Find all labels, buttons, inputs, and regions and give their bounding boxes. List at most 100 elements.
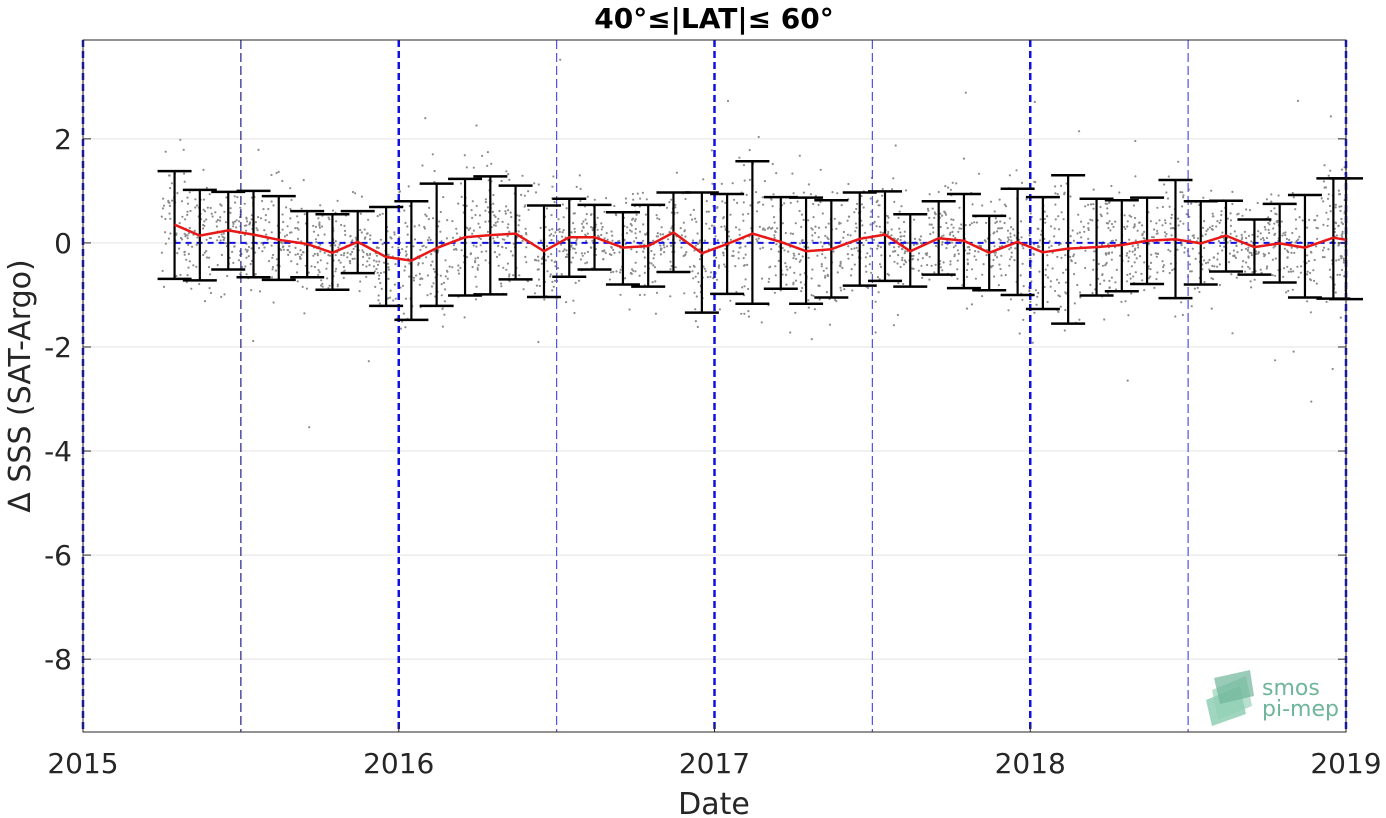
scatter-point (771, 162, 774, 166)
scatter-point (1211, 278, 1215, 281)
scatter-point (421, 245, 424, 248)
scatter-point (203, 224, 206, 227)
scatter-point (303, 312, 306, 315)
scatter-point (474, 298, 478, 301)
scatter-point (878, 263, 882, 266)
scatter-point (605, 231, 608, 235)
scatter-point (827, 222, 830, 225)
scatter-point (223, 236, 226, 239)
scatter-point (1183, 246, 1186, 249)
scatter-point (537, 340, 540, 344)
scatter-point (775, 172, 778, 175)
scatter-point (211, 215, 214, 218)
scatter-point (1321, 256, 1324, 259)
scatter-point (505, 246, 508, 250)
scatter-point (1128, 250, 1131, 253)
scatter-point (602, 257, 605, 261)
scatter-point (1315, 282, 1318, 285)
scatter-point (1008, 174, 1012, 177)
scatter-point (1126, 252, 1129, 255)
scatter-point (281, 213, 284, 216)
scatter-point (195, 204, 199, 207)
scatter-point (1196, 286, 1199, 289)
scatter-point (442, 196, 445, 199)
scatter-point (635, 213, 638, 216)
scatter-point (1193, 236, 1196, 239)
scatter-point (548, 234, 551, 237)
scatter-point (346, 256, 349, 259)
scatter-point (379, 281, 382, 285)
scatter-point (1210, 277, 1213, 280)
scatter-point (991, 264, 994, 267)
scatter-point (973, 221, 976, 224)
scatter-point (796, 200, 799, 203)
scatter-point (516, 214, 519, 217)
scatter-point (1185, 213, 1188, 216)
scatter-point (650, 262, 653, 265)
scatter-point (1174, 315, 1177, 318)
scatter-point (342, 276, 345, 279)
scatter-point (498, 209, 501, 213)
scatter-point (335, 267, 338, 270)
scatter-point (856, 202, 859, 205)
scatter-point (1341, 232, 1344, 235)
scatter-point (917, 269, 920, 272)
scatter-point (543, 298, 546, 301)
scatter-point (899, 238, 902, 242)
scatter-point (323, 251, 326, 254)
scatter-point (1182, 196, 1185, 199)
scatter-point (391, 246, 394, 249)
scatter-point (216, 263, 219, 267)
scatter-point (1123, 225, 1126, 228)
scatter-point (1099, 205, 1102, 209)
scatter-point (573, 230, 577, 233)
scatter-point (437, 249, 440, 252)
scatter-point (161, 207, 165, 210)
scatter-point (164, 242, 167, 245)
scatter-point (707, 210, 710, 213)
scatter-point (928, 223, 931, 226)
scatter-point (633, 240, 636, 243)
scatter-point (1093, 250, 1096, 253)
scatter-point (274, 269, 278, 272)
scatter-point (777, 250, 780, 253)
scatter-point (798, 260, 801, 263)
scatter-point (495, 255, 499, 258)
scatter-point (296, 215, 299, 218)
scatter-point (869, 255, 872, 258)
scatter-point (847, 215, 851, 218)
scatter-point (440, 240, 443, 243)
scatter-point (1265, 236, 1269, 240)
scatter-point (565, 249, 568, 252)
scatter-point (572, 299, 575, 302)
scatter-point (877, 245, 880, 248)
scatter-point (807, 246, 810, 249)
scatter-point (585, 222, 589, 225)
scatter-point (574, 251, 578, 254)
scatter-point (500, 285, 503, 288)
scatter-point (208, 287, 211, 290)
scatter-point (1265, 198, 1268, 201)
scatter-point (718, 308, 722, 311)
scatter-point (521, 174, 524, 177)
scatter-point (443, 300, 446, 303)
scatter-point (1165, 232, 1168, 236)
scatter-point (258, 290, 262, 293)
scatter-point (168, 212, 171, 215)
scatter-point (630, 230, 633, 233)
scatter-point (586, 250, 590, 253)
scatter-point (1267, 221, 1270, 225)
scatter-point (245, 273, 248, 276)
scatter-point (582, 225, 585, 228)
scatter-point (432, 268, 435, 271)
scatter-point (329, 244, 332, 247)
scatter-point (642, 223, 645, 226)
scatter-point (995, 220, 999, 223)
scatter-point (1164, 219, 1167, 222)
scatter-point (368, 257, 371, 260)
scatter-point (801, 286, 804, 290)
scatter-point (931, 207, 934, 210)
scatter-point (550, 233, 553, 236)
scatter-point (869, 247, 872, 250)
